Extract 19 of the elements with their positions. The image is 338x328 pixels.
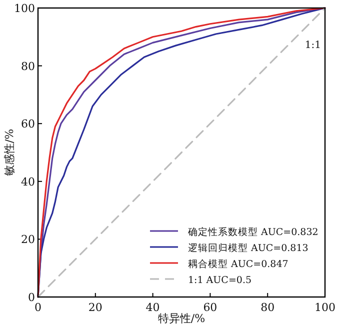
legend-label: 1:1 AUC=0.5 <box>188 275 252 286</box>
x-tick-label: 60 <box>203 301 218 314</box>
x-tick-label: 40 <box>146 301 160 314</box>
y-tick-label: 0 <box>28 291 35 304</box>
x-tick-label: 20 <box>88 301 102 314</box>
y-tick-label: 100 <box>14 2 35 15</box>
y-axis-title: 敏感性/% <box>3 128 16 176</box>
y-tick-label: 60 <box>21 118 35 131</box>
y-tick-label: 40 <box>21 175 35 188</box>
x-axis-title: 特异性/% <box>158 312 206 325</box>
legend-label: 确定性系数模型 AUC=0.832 <box>187 226 318 238</box>
annotation: 1:1 <box>304 40 321 51</box>
legend-label: 耦合模型 AUC=0.847 <box>188 258 288 270</box>
x-tick-label: 80 <box>260 301 275 314</box>
legend-label: 逻辑回归模型 AUC=0.813 <box>188 242 308 254</box>
y-tick-label: 80 <box>21 60 35 73</box>
y-tick-label: 20 <box>21 233 35 246</box>
x-tick-label: 100 <box>314 301 336 314</box>
line-series <box>37 7 326 298</box>
